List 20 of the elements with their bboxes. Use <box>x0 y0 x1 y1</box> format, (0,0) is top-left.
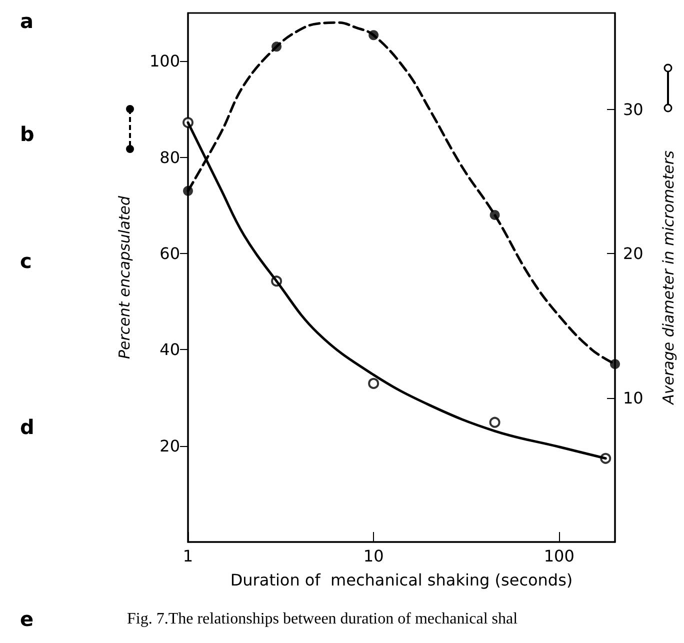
text: c <box>20 249 32 273</box>
x-axis-title: Duration of mechanical shaking (seconds) <box>230 570 573 590</box>
x-tick-label: 10 <box>363 546 384 566</box>
y-axis-title: Percent encapsulated <box>116 195 134 360</box>
text: b <box>20 122 34 146</box>
y-tick-label: 20 <box>160 436 180 456</box>
text: d <box>20 415 34 439</box>
x-tick-label: 100 <box>544 546 574 566</box>
x-tick-label: 1 <box>182 546 194 566</box>
y-tick-label: 60 <box>160 244 180 263</box>
text: e <box>20 607 34 631</box>
y2-tick-label: 10 <box>623 388 644 408</box>
y-tick-label: 40 <box>160 340 180 360</box>
y2-tick-label: 20 <box>623 244 644 264</box>
text: a <box>20 9 34 33</box>
y2-axis-title: Average diameter in micrometers <box>660 150 678 406</box>
y2-tick-label: 30 <box>623 100 644 120</box>
y-tick-label: 80 <box>160 148 180 167</box>
y-tick-label: 100 <box>149 52 180 71</box>
caption: Fig. 7.The relationships between duration of mechanical shal <box>127 610 518 628</box>
